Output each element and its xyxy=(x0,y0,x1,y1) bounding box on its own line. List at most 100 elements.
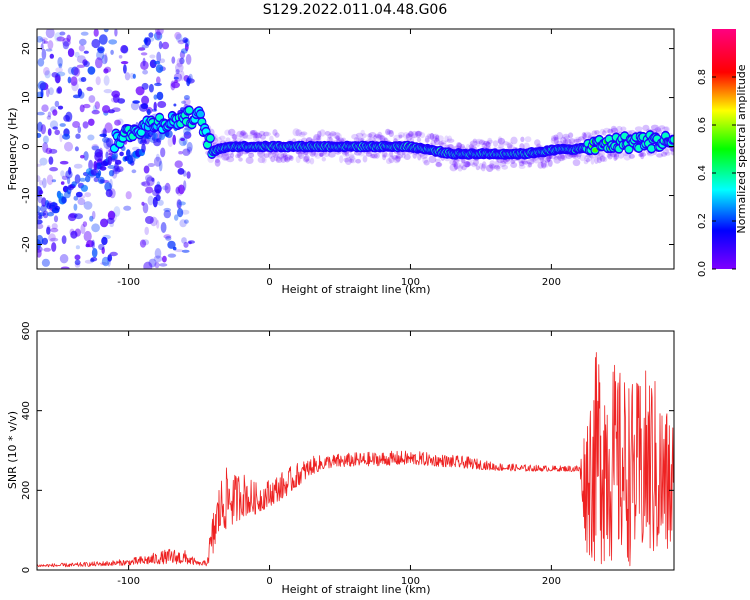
spectrum-noise-blob xyxy=(152,189,160,197)
spectrum-noise-blob xyxy=(144,37,151,46)
spectrum-noise-blob xyxy=(183,180,187,191)
spectrum-noise-blob xyxy=(156,76,161,85)
spectrum-diagonal-blob xyxy=(41,197,47,207)
spectrum-noise-blob xyxy=(140,181,146,186)
spectrum-noise-blob xyxy=(67,176,71,185)
spectrum-halo-blob xyxy=(263,131,271,137)
spectrum-halo-blob xyxy=(521,160,529,165)
spectrum-diagonal-blob xyxy=(54,205,61,211)
spectrum-halo-blob xyxy=(226,156,235,163)
spectrum-diagonal-blob xyxy=(38,215,43,220)
spectrum-noise-blob xyxy=(158,160,163,172)
spectrum-halo-blob xyxy=(607,128,614,134)
spectrum-noise-blob xyxy=(91,143,99,151)
spectrum-noise-blob xyxy=(158,41,163,50)
spectrum-halo-blob xyxy=(389,151,394,157)
spectrum-ridge-mark xyxy=(137,129,145,136)
spectrum-diagonal-blob xyxy=(74,174,81,184)
spectrum-noise-blob xyxy=(45,48,53,52)
spectrum-noise-blob xyxy=(182,37,188,44)
spectrum-halo-blob xyxy=(388,130,394,137)
spectrum-noise-blob xyxy=(39,37,48,41)
spectrum-halo-blob xyxy=(305,158,311,164)
spectrum-halo-blob xyxy=(526,161,531,168)
spectrum-noise-blob xyxy=(104,53,108,64)
spectrum-noise-blob xyxy=(155,194,161,201)
y-tick-label: 400 xyxy=(21,401,32,420)
spectrum-halo-blob xyxy=(368,132,377,138)
spectrum-noise-blob xyxy=(105,189,113,198)
spectrum-halo-blob xyxy=(254,131,261,139)
spectrum-noise-blob xyxy=(84,192,92,198)
snr-x-label: Height of straight line (km) xyxy=(281,583,430,596)
spectrum-halo-blob xyxy=(560,136,567,145)
spectrum-diagonal-blob xyxy=(107,165,116,169)
spectrum-noise-blob xyxy=(154,60,161,65)
spectrum-halo-blob xyxy=(214,158,220,163)
spectrum-noise-blob xyxy=(89,215,94,222)
spectrum-halo-blob xyxy=(616,125,623,133)
spectrum-halo-blob xyxy=(459,144,465,150)
spectrum-diagonal-blob xyxy=(73,195,79,201)
spectrum-noise-blob xyxy=(106,217,115,225)
spectrum-noise-blob xyxy=(179,219,187,228)
spectrum-noise-blob xyxy=(37,80,47,91)
spectrum-noise-blob xyxy=(110,97,119,103)
spectrum-noise-blob xyxy=(177,168,185,175)
spectrum-halo-blob xyxy=(658,125,666,130)
spectrum-noise-blob xyxy=(183,95,190,100)
spectrum-noise-blob xyxy=(151,177,155,182)
spectrum-halo-blob xyxy=(487,137,493,145)
spectrum-diagonal-blob xyxy=(153,132,158,140)
spectrum-halo-blob xyxy=(459,162,464,169)
spectrum-halo-blob xyxy=(316,135,322,141)
spectrum-halo-blob xyxy=(263,131,270,137)
spectrum-halo-blob xyxy=(594,130,600,135)
spectrum-halo-blob xyxy=(357,137,365,142)
colorbar-tick-label: 0.2 xyxy=(697,213,708,229)
spectrum-halo-blob xyxy=(288,155,294,160)
spectrum-noise-blob xyxy=(49,167,58,172)
spectrum-halo-blob xyxy=(541,162,547,169)
spectrum-halo-blob xyxy=(242,132,249,140)
spectrum-halo-blob xyxy=(412,152,418,159)
spectrum-noise-blob xyxy=(181,100,187,105)
spectrum-halo-blob xyxy=(596,153,604,160)
spectrum-noise-blob xyxy=(57,105,64,110)
spectrum-noise-blob xyxy=(141,201,145,206)
spectrum-halo-blob xyxy=(469,140,478,147)
spectrum-halo-blob xyxy=(379,135,386,143)
spectrum-halo-blob xyxy=(245,156,254,164)
spectrum-halo-blob xyxy=(610,125,617,133)
spectrum-noise-blob xyxy=(159,58,166,63)
spectrum-noise-blob xyxy=(51,179,57,183)
spectrum-halo-blob xyxy=(539,156,544,164)
spectrum-noise-blob xyxy=(59,123,66,127)
spectrum-noise-blob xyxy=(56,71,66,77)
spectrum-halo-blob xyxy=(214,159,221,167)
spectrum-noise-blob xyxy=(44,70,51,79)
spectrum-noise-blob xyxy=(83,201,93,210)
y-tick-label: 200 xyxy=(21,481,32,500)
spectrum-halo-blob xyxy=(386,130,394,135)
spectrum-halo-blob xyxy=(238,157,243,162)
spectrum-halo-blob xyxy=(339,155,344,164)
spectrum-halo-blob xyxy=(373,135,378,140)
spectrum-halo-blob xyxy=(424,135,430,143)
colorbar-tick-label: 0.0 xyxy=(697,261,708,277)
spectrum-noise-blob xyxy=(41,48,47,60)
spectrum-halo-blob xyxy=(255,132,262,139)
spectrum-noise-blob xyxy=(167,136,174,148)
spectrum-noise-blob xyxy=(113,206,121,217)
spectrum-noise-blob xyxy=(61,175,69,180)
spectrum-halo-blob xyxy=(562,133,570,140)
spectrum-halo-blob xyxy=(499,160,507,167)
spectrum-diagonal-blob xyxy=(71,181,77,187)
spectrum-noise-blob xyxy=(167,253,177,258)
spectrum-halo-blob xyxy=(436,135,444,142)
spectrum-noise-blob xyxy=(183,127,191,136)
spectrum-halo-blob xyxy=(489,160,496,166)
spectrum-noise-blob xyxy=(78,44,85,52)
spectrum-halo-blob xyxy=(374,152,380,159)
spectrum-halo-blob xyxy=(466,161,475,166)
